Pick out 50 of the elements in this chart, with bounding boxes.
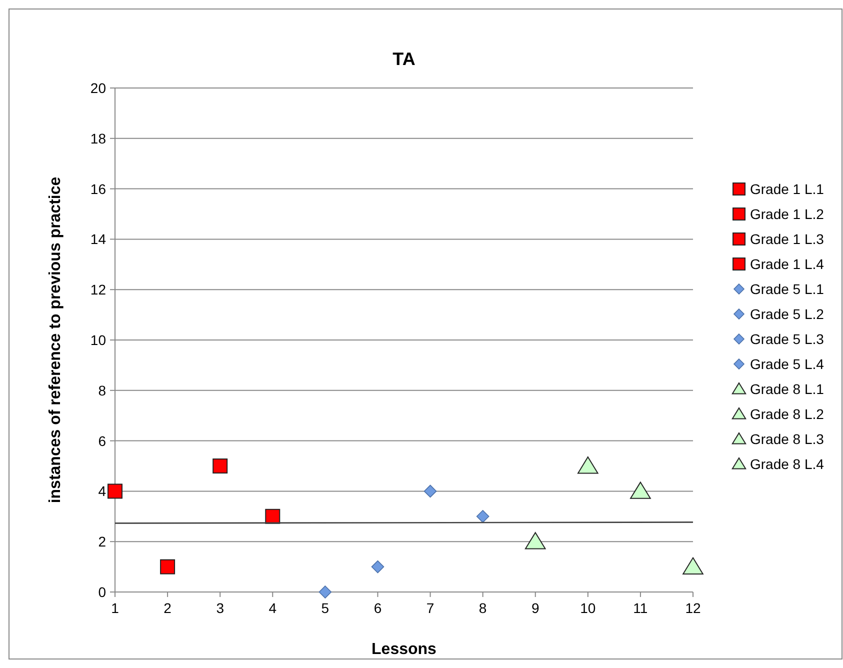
x-tick-label: 5 — [321, 600, 330, 616]
y-tick-label: 12 — [90, 282, 106, 298]
point — [682, 557, 704, 574]
y-tick-label: 20 — [90, 80, 106, 96]
y-tick-label: 2 — [98, 534, 106, 550]
legend-label: Grade 5 L.2 — [750, 306, 824, 322]
legend-label: Grade 1 L.4 — [750, 256, 824, 272]
point — [630, 482, 651, 499]
legend-label: Grade 1 L.1 — [750, 181, 824, 197]
y-tick-label: 18 — [90, 130, 106, 146]
point — [476, 510, 490, 523]
x-tick-label: 12 — [685, 600, 701, 616]
legend-label: Grade 5 L.3 — [750, 331, 824, 347]
point — [265, 508, 280, 524]
y-tick-label: 10 — [90, 332, 106, 348]
x-tick-label: 3 — [216, 600, 224, 616]
x-tick-label: 6 — [374, 600, 382, 616]
y-tick-label: 16 — [90, 180, 106, 197]
point — [318, 586, 332, 598]
point — [524, 532, 546, 550]
point — [212, 458, 228, 474]
point — [371, 560, 384, 574]
point — [108, 484, 122, 499]
x-tick-label: 10 — [580, 600, 596, 616]
x-tick-label: 9 — [531, 600, 540, 616]
x-tick-label: 11 — [633, 600, 648, 616]
legend-label: Grade 8 L.3 — [750, 431, 824, 447]
legend-label: Grade 8 L.4 — [750, 456, 824, 472]
x-tick-label: 7 — [426, 600, 434, 616]
legend-label: Grade 8 L.1 — [750, 381, 824, 397]
legend-label: Grade 1 L.3 — [750, 231, 824, 247]
x-axis-title: Lessons — [372, 641, 437, 658]
point — [424, 484, 437, 498]
legend-label: Grade 1 L.2 — [750, 206, 824, 222]
y-tick-label: 0 — [98, 584, 106, 600]
legend-label: Grade 5 L.4 — [750, 356, 824, 372]
x-tick-label: 2 — [164, 600, 172, 616]
y-tick-label: 14 — [90, 231, 106, 248]
y-tick-label: 6 — [98, 432, 106, 449]
y-tick-label: 8 — [98, 382, 106, 398]
x-tick-label: 1 — [111, 600, 120, 616]
chart-title: TA — [392, 49, 416, 69]
x-tick-label: 4 — [268, 600, 277, 616]
point — [160, 559, 176, 574]
y-axis-title: instances of reference to previous practice — [47, 176, 64, 504]
y-tick-label: 4 — [98, 483, 106, 500]
legend-label: Grade 5 L.1 — [750, 281, 824, 297]
legend-label: Grade 8 L.2 — [750, 406, 824, 422]
x-tick-label: 8 — [478, 600, 487, 616]
point — [578, 456, 598, 474]
